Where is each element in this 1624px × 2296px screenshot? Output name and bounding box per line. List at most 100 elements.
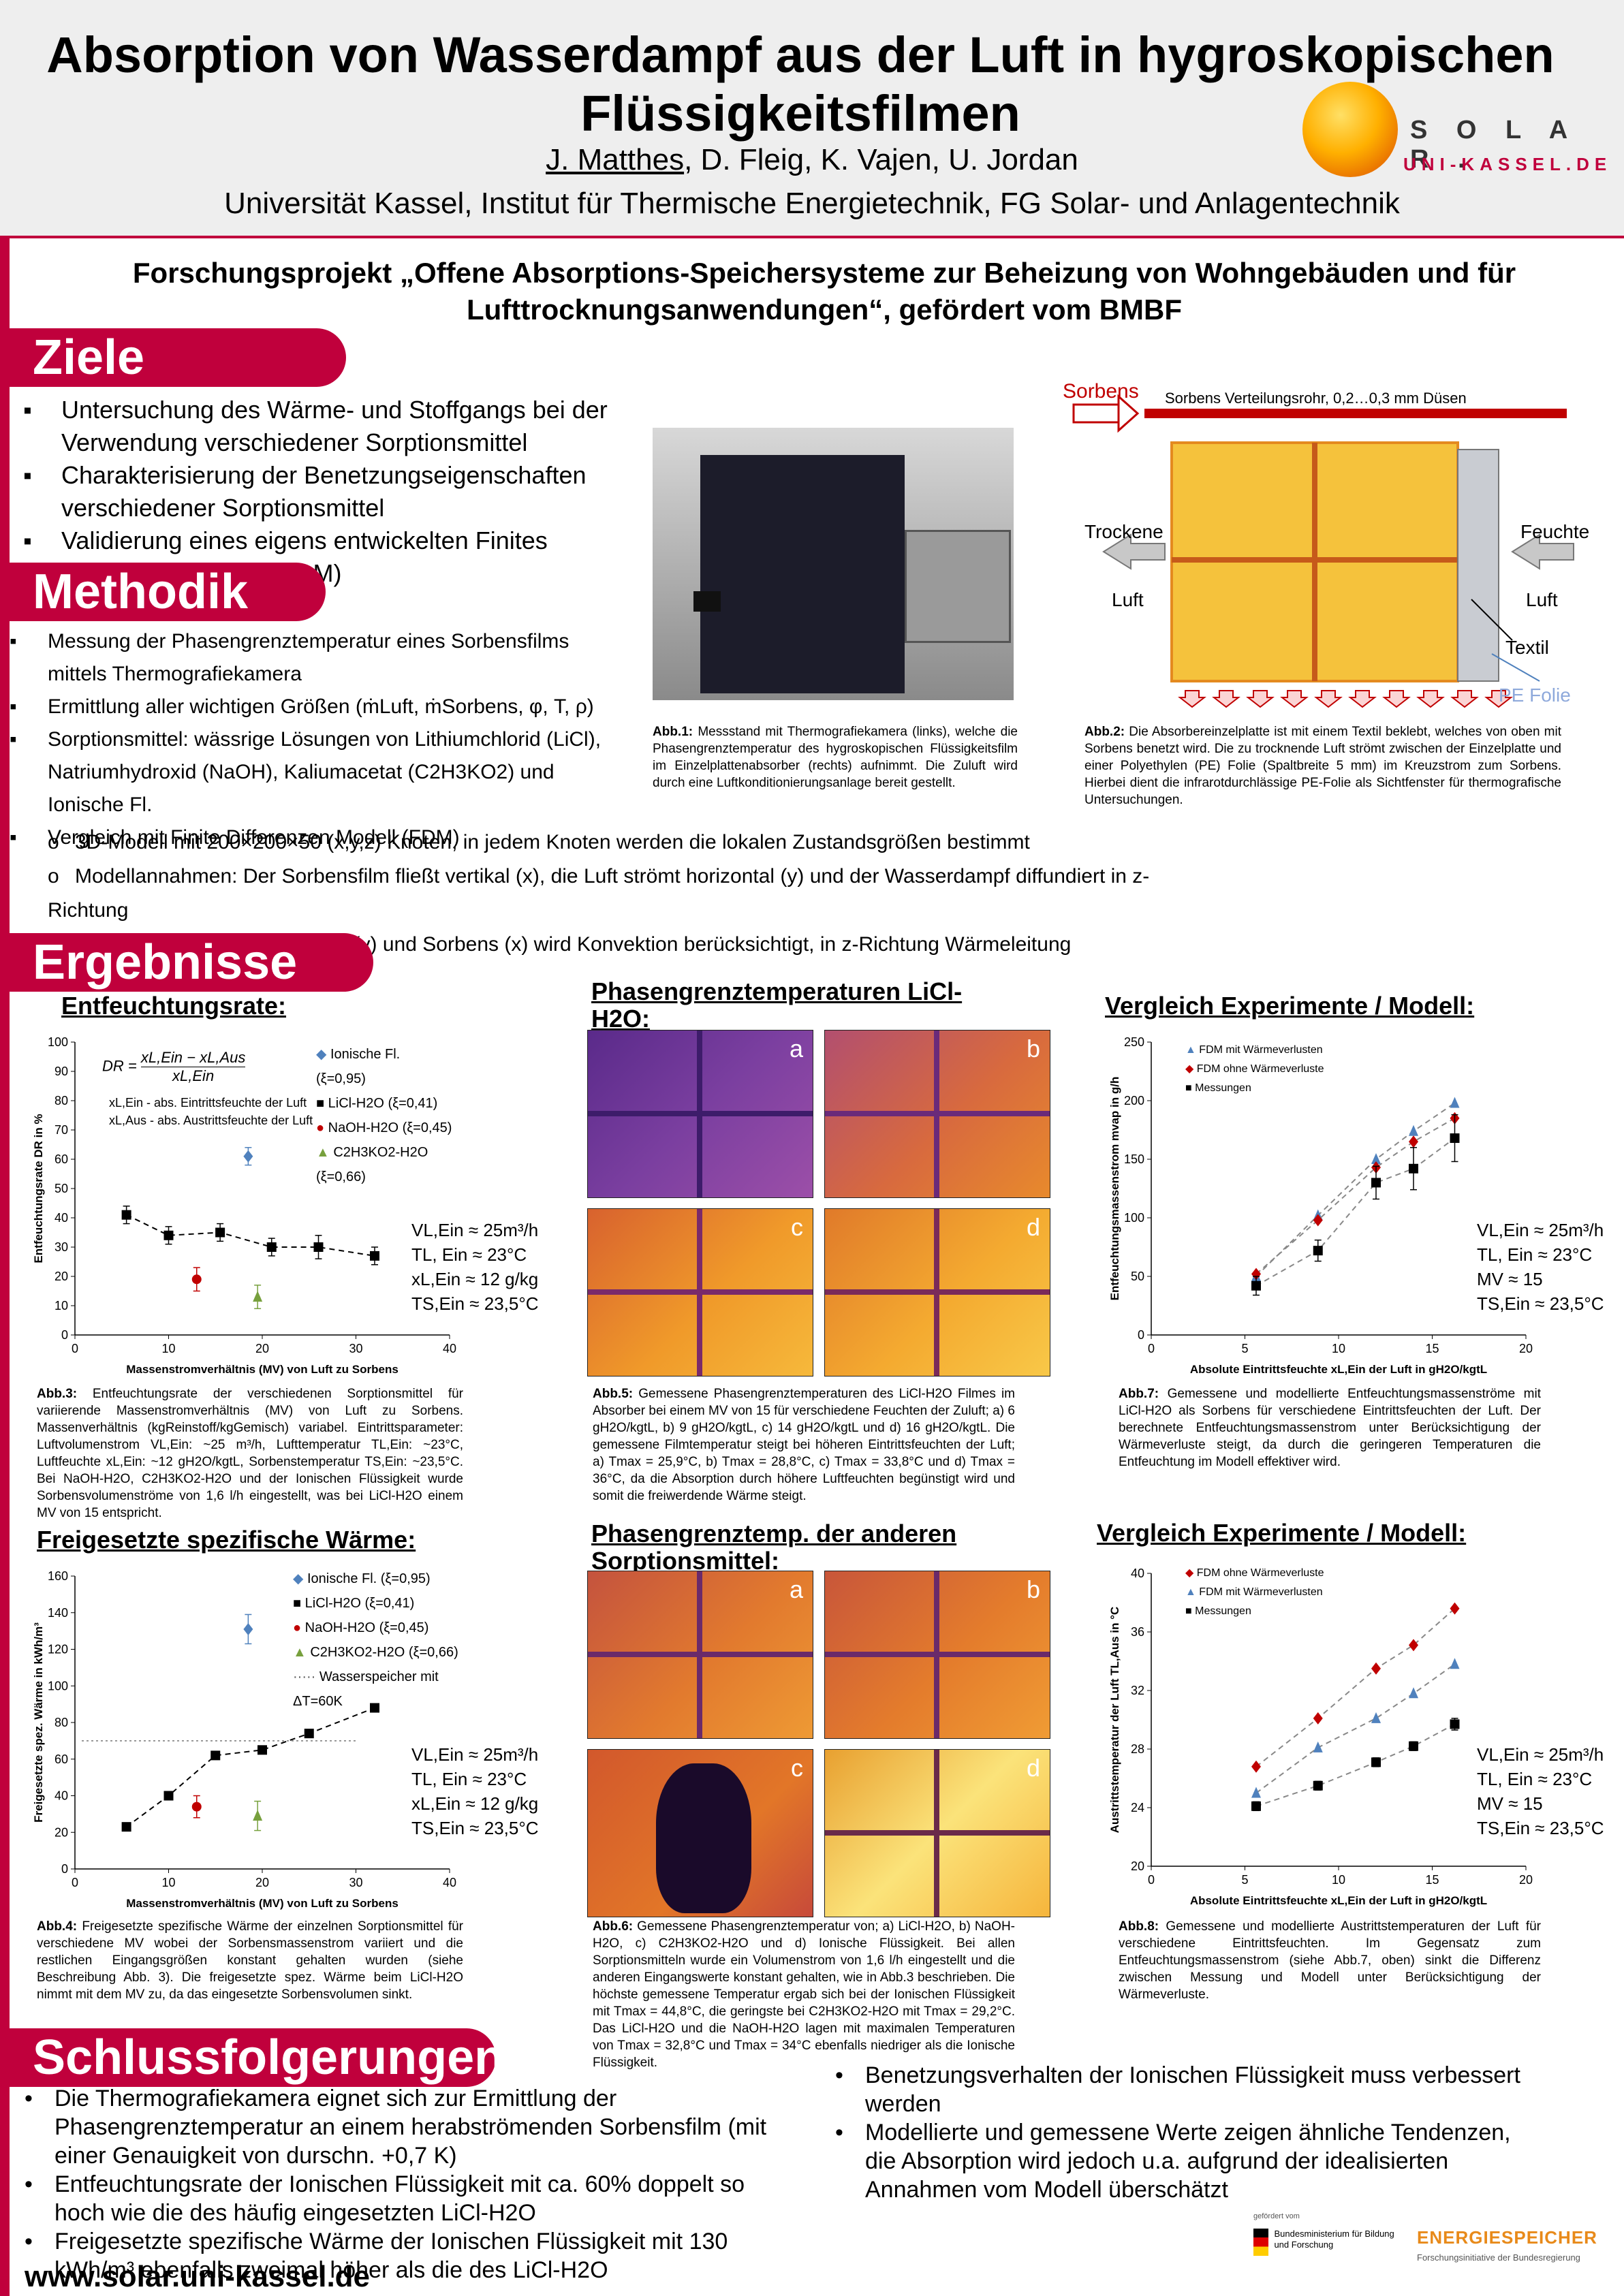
schluss-item: Benetzungsverhalten der Ionischen Flüssi… [827, 2061, 1535, 2118]
x-tick-label: 0 [72, 1876, 78, 1889]
x-tick-label: 10 [161, 1342, 175, 1355]
y-tick-label: 20 [1131, 1859, 1144, 1873]
authors: J. Matthes, D. Fleig, K. Vajen, U. Jorda… [0, 143, 1624, 177]
y-tick-label: 70 [54, 1123, 68, 1137]
y-tick-label: 10 [54, 1299, 68, 1312]
data-point [370, 1251, 379, 1261]
caption-abb3: Abb.3: Entfeuchtungsrate der verschieden… [37, 1387, 463, 1520]
x-tick-label: 5 [1241, 1342, 1248, 1355]
data-point [191, 1802, 202, 1812]
data-point [1251, 1268, 1261, 1280]
title-vergleich-1: Vergleich Experimente / Modell: [1105, 992, 1475, 1020]
legend-item: ▲ C2H3KO2-H2O (ξ=0,66) [293, 1645, 458, 1660]
data-point [1409, 1125, 1418, 1136]
y-tick-label: 28 [1131, 1742, 1144, 1756]
data-point [1450, 1658, 1460, 1669]
methodik-subitem: o 3D-Modell mit 200×200×50 (x,y,z) Knoten… [48, 831, 1030, 853]
legend-item: ····· Wasserspeicher mit ΔT=60K [293, 1669, 439, 1709]
legend-item: ■ LiCl-H2O (ξ=0,41) [316, 1096, 438, 1111]
series-line [1255, 1117, 1455, 1275]
caption-abb4: Abb.4: Freigesetzte spezifische Wärme de… [37, 1919, 463, 2002]
methodik-item: Vergleich mit Finite Differenzen Modell … [0, 821, 627, 854]
x-tick-label: 40 [443, 1876, 456, 1889]
y-tick-label: 40 [54, 1211, 68, 1225]
label-luft-left: Luft [1112, 589, 1144, 610]
y-tick-label: 90 [54, 1065, 68, 1078]
photo-absorber-frame [905, 530, 1011, 643]
chart-entfeuchtungsrate: 0 10 20 30 40 50 60 70 80 90 100 0 10 20 30 40 Massenstr… [32, 1035, 456, 1376]
thermo-image-b: b [824, 1030, 1050, 1198]
thermo-label-a: a [789, 1575, 803, 1603]
x-tick-label: 15 [1425, 1873, 1439, 1887]
y-tick-label: 50 [54, 1182, 68, 1195]
y-tick-label: 80 [54, 1094, 68, 1107]
absorber-diagram: Sorbens Sorbens Verteilungsrohr, 0,2…0,3… [1063, 381, 1589, 708]
title-freigesetzte-waerme: Freigesetzte spezifische Wärme: [37, 1526, 416, 1554]
y-tick-label: 100 [48, 1679, 68, 1693]
thermo-image-c: c [587, 1749, 813, 1917]
x-tick-label: 30 [349, 1876, 362, 1889]
y-axis-label: Entfeuchtungsrate DR in % [32, 1114, 45, 1263]
ziele-item: Untersuchung des Wärme- und Stoffgangs b… [14, 394, 627, 459]
y-tick-label: 120 [48, 1643, 68, 1656]
label-luft-right: Luft [1526, 589, 1558, 610]
y-tick-label: 24 [1131, 1801, 1144, 1814]
energiespeicher-logo: ENERGIESPEICHER Forschungsinitiative der… [1417, 2227, 1597, 2263]
data-point [163, 1791, 174, 1801]
thermo-image-a: a [587, 1571, 813, 1739]
data-point [370, 1703, 379, 1713]
data-point [1313, 1214, 1323, 1227]
y-tick-label: 36 [1131, 1625, 1144, 1639]
data-point [313, 1242, 324, 1252]
footer-url[interactable]: www.solar.uni-kassel.de [25, 2260, 371, 2293]
series-line [1255, 1137, 1456, 1287]
schluss-item: Die Thermografiekamera eignet sich zur E… [16, 2084, 786, 2170]
schluss-list-right: Benetzungsverhalten der Ionischen Flüssi… [827, 2061, 1535, 2204]
photo-messstand [653, 428, 1014, 700]
series-line [1255, 1663, 1456, 1794]
x-tick-label: 20 [1519, 1873, 1533, 1887]
y-tick-label: 40 [54, 1789, 68, 1803]
thermo-image-d: d [824, 1749, 1050, 1917]
x-axis-label: Absolute Eintrittsfeuchte xL,Ein der Luf… [1190, 1363, 1487, 1376]
section-schlussfolgerungen-heading: Schlussfolgerungen [10, 2028, 504, 2087]
y-tick-label: 250 [1124, 1035, 1144, 1049]
y-axis-label: Entfeuchtungsmassenstrom mvap in g/h [1108, 1077, 1121, 1301]
data-point [1251, 1801, 1261, 1811]
y-tick-label: 40 [1131, 1567, 1144, 1580]
methodik-list: Messung der Phasengrenztemperatur eines … [0, 625, 627, 854]
y-tick-label: 100 [1124, 1211, 1144, 1225]
methodik-item: Messung der Phasengrenztemperatur eines … [0, 625, 627, 691]
data-point [1409, 1639, 1418, 1652]
data-point [266, 1242, 277, 1252]
legend-item: ◆ FDM ohne Wärmeverluste [1185, 1567, 1324, 1579]
thermo-label-c: c [791, 1213, 803, 1241]
data-point [253, 1810, 263, 1821]
y-tick-label: 50 [1131, 1270, 1144, 1283]
title-vergleich-2: Vergleich Experimente / Modell: [1097, 1519, 1467, 1547]
data-point [191, 1274, 202, 1285]
thermo-image-b: b [824, 1571, 1050, 1739]
caption-abb5: Abb.5: Gemessene Phasengrenztemperaturen… [593, 1387, 1015, 1503]
series-line [1255, 1102, 1456, 1277]
solar-logo-sun-icon [1302, 82, 1398, 177]
data-point [1409, 1135, 1418, 1148]
legend-item: ▲ FDM mit Wärmeverlusten [1185, 1586, 1323, 1598]
legend-item: ■ Messungen [1185, 1605, 1251, 1617]
verteilungsrohr [1144, 409, 1567, 418]
methodik-item: Ermittlung aller wichtigen Größen (ṁLuft… [0, 691, 627, 723]
data-point [210, 1750, 221, 1761]
legend-item: ● NaOH-H2O (ξ=0,45) [293, 1620, 429, 1635]
y-tick-label: 150 [1124, 1152, 1144, 1166]
author-first: J. Matthes [546, 143, 685, 176]
x-tick-label: 10 [161, 1876, 175, 1889]
left-accent-bar [0, 238, 10, 2296]
x-tick-label: 20 [255, 1876, 269, 1889]
y-tick-label: 200 [1124, 1094, 1144, 1107]
y-tick-label: 0 [61, 1862, 68, 1876]
title-phasengrenztemp-licl: Phasengrenztemperaturen LiCl-H2O: [591, 977, 963, 1033]
data-point [1450, 1097, 1460, 1108]
ziele-item: Charakterisierung der Benetzungseigensch… [14, 459, 627, 524]
methodik-subitem: o Modellannahmen: Der Sorbensfilm fließt … [48, 865, 1150, 922]
x-tick-label: 15 [1425, 1342, 1439, 1355]
